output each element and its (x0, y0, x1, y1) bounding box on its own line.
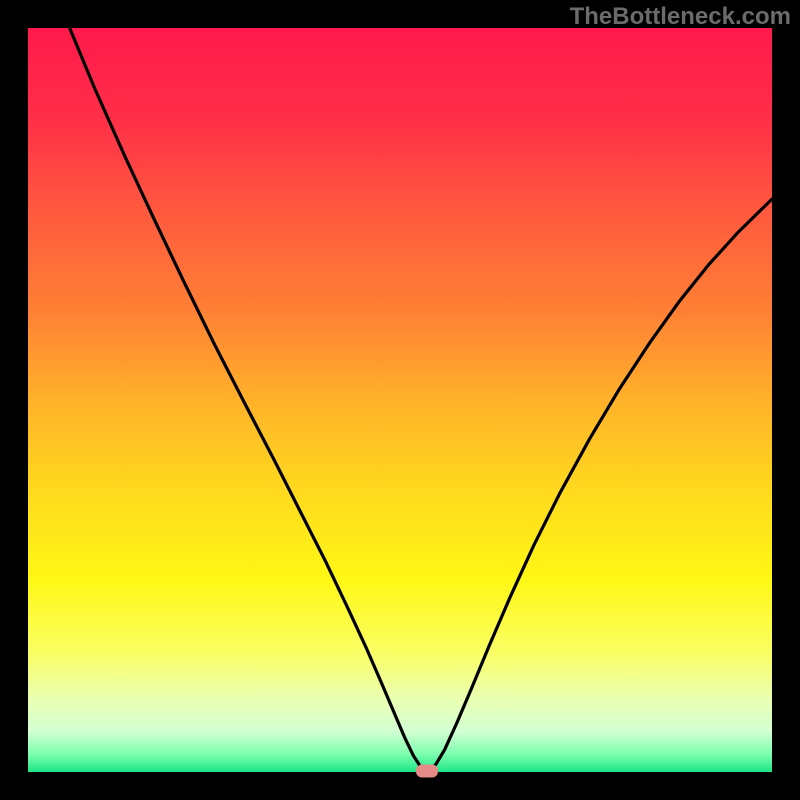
plot-area (28, 28, 772, 772)
curve-path (70, 28, 772, 770)
optimal-marker (416, 764, 438, 777)
bottleneck-curve (28, 28, 772, 772)
watermark-text: TheBottleneck.com (570, 3, 791, 31)
